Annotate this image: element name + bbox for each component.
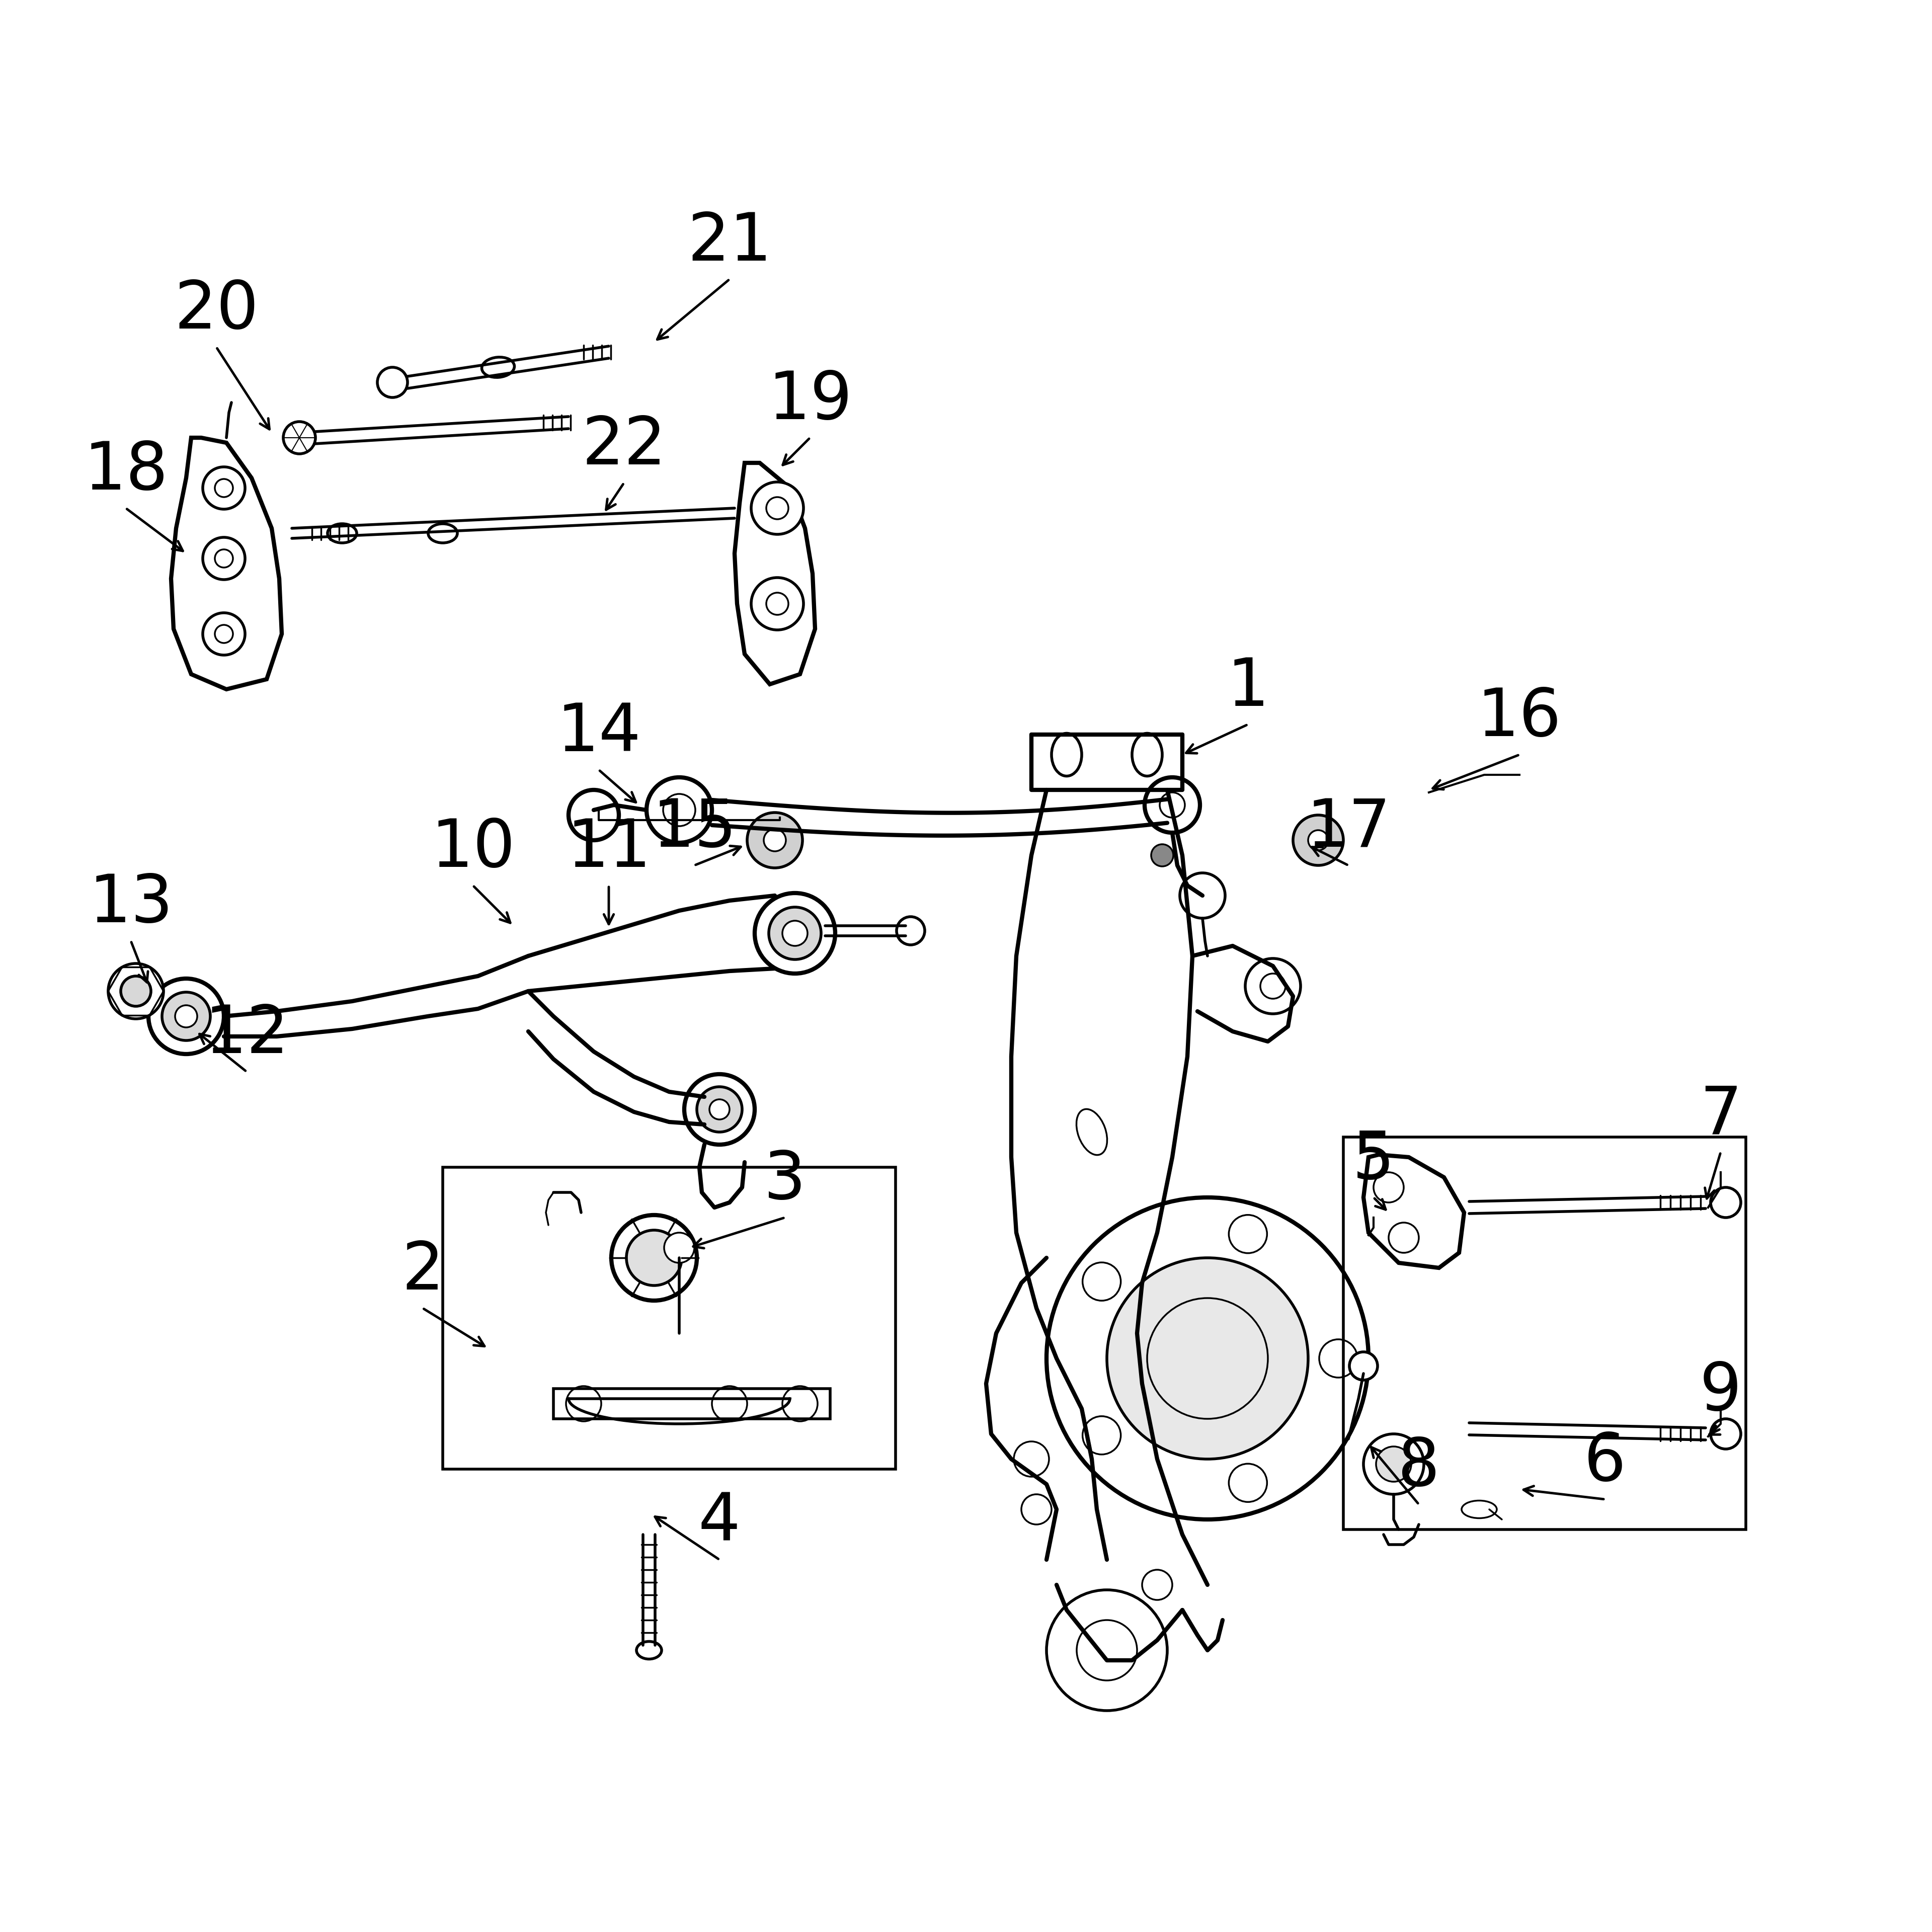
Text: 16: 16 <box>1478 686 1561 750</box>
Circle shape <box>377 367 408 398</box>
Text: 3: 3 <box>763 1150 806 1213</box>
Text: 17: 17 <box>1306 796 1391 860</box>
Circle shape <box>1364 1434 1424 1493</box>
Text: 6: 6 <box>1584 1430 1627 1493</box>
Text: 10: 10 <box>431 817 516 881</box>
Ellipse shape <box>636 1642 661 1660</box>
Text: 14: 14 <box>556 701 641 765</box>
Circle shape <box>752 481 804 535</box>
Circle shape <box>1710 1418 1741 1449</box>
Circle shape <box>1293 815 1343 866</box>
Polygon shape <box>172 439 282 690</box>
Circle shape <box>611 1215 697 1300</box>
Circle shape <box>755 893 835 974</box>
Circle shape <box>1107 1258 1308 1459</box>
Polygon shape <box>1364 1155 1464 1267</box>
Circle shape <box>769 908 821 960</box>
Circle shape <box>149 980 224 1055</box>
Bar <box>1343 1138 1747 1530</box>
Text: 12: 12 <box>205 1003 288 1066</box>
Circle shape <box>203 468 245 510</box>
Circle shape <box>1349 1352 1378 1379</box>
Circle shape <box>782 922 808 947</box>
Ellipse shape <box>429 524 458 543</box>
Text: 19: 19 <box>767 369 852 433</box>
Ellipse shape <box>1463 1501 1497 1519</box>
Text: 13: 13 <box>89 871 174 935</box>
Text: 2: 2 <box>402 1238 444 1302</box>
Text: 5: 5 <box>1352 1128 1395 1192</box>
Circle shape <box>203 537 245 580</box>
Circle shape <box>284 421 315 454</box>
Circle shape <box>752 578 804 630</box>
Circle shape <box>896 916 925 945</box>
Circle shape <box>697 1086 742 1132</box>
Text: 7: 7 <box>1700 1084 1743 1148</box>
Text: 8: 8 <box>1397 1435 1439 1499</box>
Circle shape <box>1151 844 1173 866</box>
Text: 9: 9 <box>1700 1360 1743 1424</box>
Circle shape <box>203 612 245 655</box>
Circle shape <box>176 1005 197 1028</box>
Text: 21: 21 <box>688 211 771 274</box>
Circle shape <box>626 1231 682 1285</box>
Text: 18: 18 <box>83 439 168 502</box>
Circle shape <box>763 829 786 852</box>
Bar <box>442 1167 896 1468</box>
Circle shape <box>684 1074 755 1144</box>
Circle shape <box>1376 1447 1410 1482</box>
Circle shape <box>665 1233 694 1264</box>
Circle shape <box>1308 831 1329 850</box>
Text: 20: 20 <box>174 278 259 342</box>
Polygon shape <box>734 464 815 684</box>
Text: 4: 4 <box>697 1492 740 1555</box>
Circle shape <box>108 964 164 1018</box>
Circle shape <box>748 813 802 867</box>
Ellipse shape <box>328 524 357 543</box>
Circle shape <box>1710 1188 1741 1217</box>
Text: 1: 1 <box>1227 655 1269 719</box>
Text: 15: 15 <box>653 796 736 860</box>
Circle shape <box>162 993 211 1041</box>
Text: 22: 22 <box>582 413 667 477</box>
Circle shape <box>120 976 151 1007</box>
Text: 11: 11 <box>566 817 651 881</box>
Ellipse shape <box>481 357 514 377</box>
Circle shape <box>709 1099 730 1119</box>
Polygon shape <box>553 1389 831 1418</box>
